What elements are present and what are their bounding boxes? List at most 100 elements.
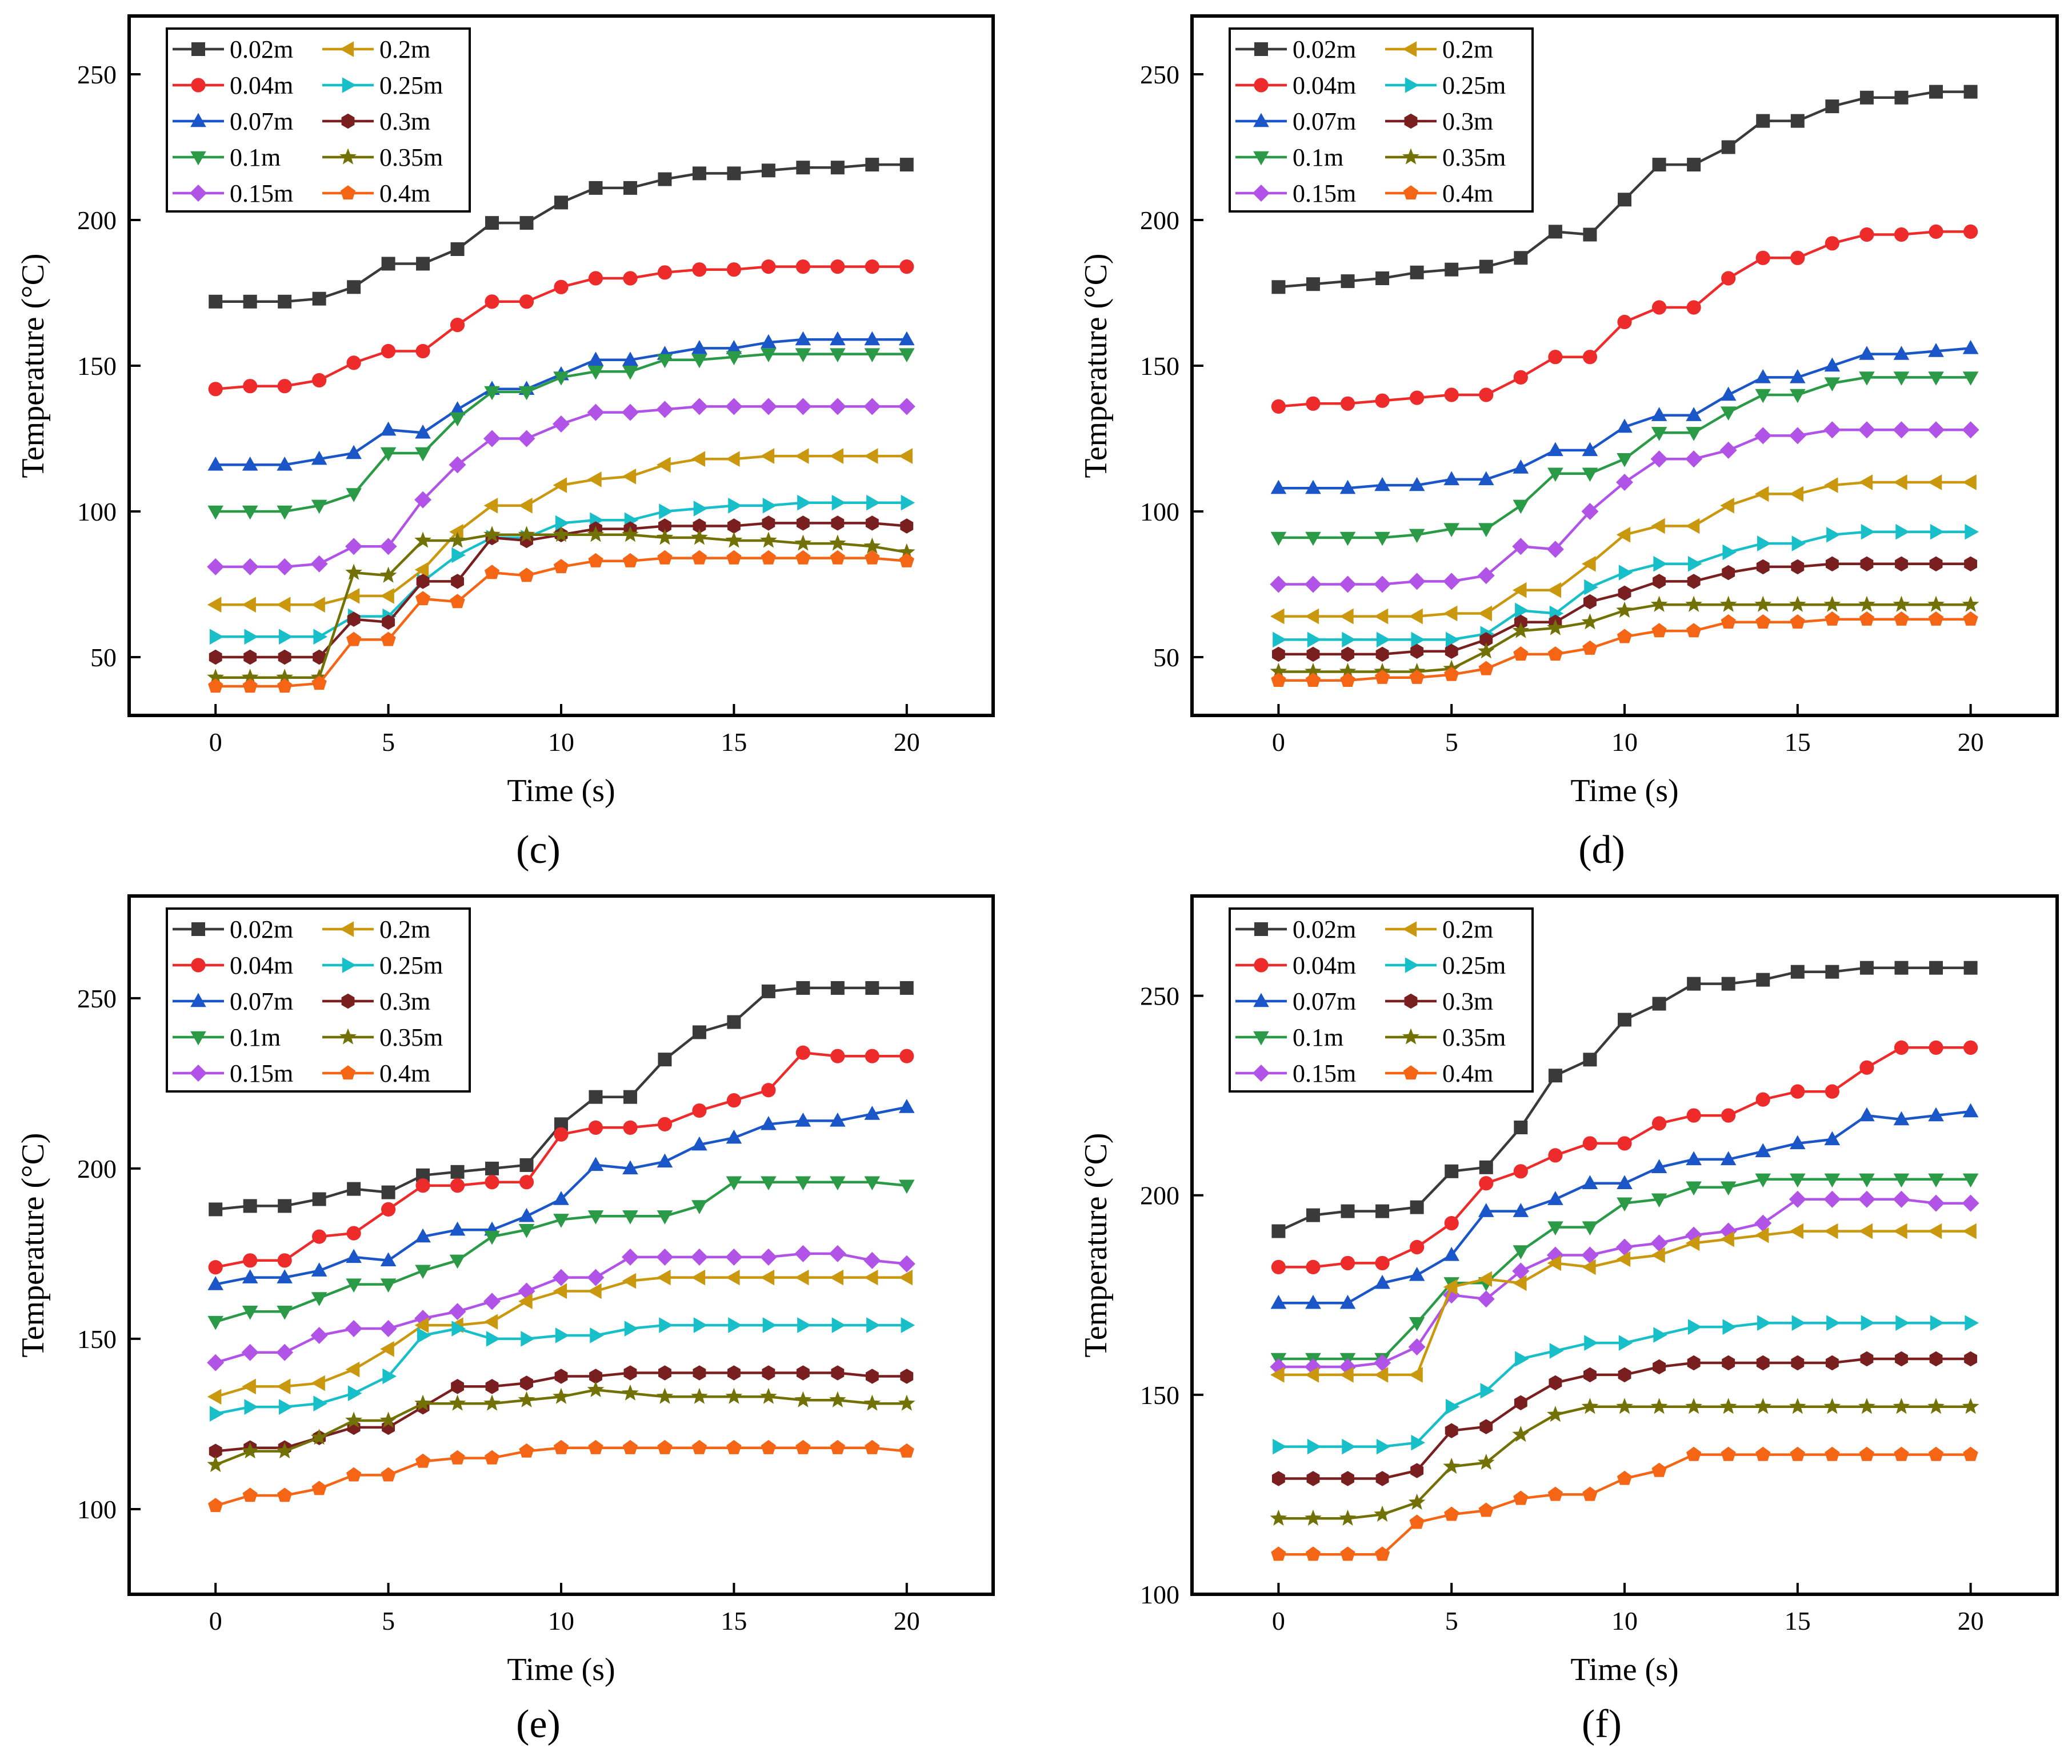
- data-point: [484, 1450, 500, 1465]
- data-point: [519, 294, 534, 309]
- data-point: [1686, 300, 1701, 315]
- data-point: [1374, 1505, 1391, 1522]
- data-point: [1582, 556, 1596, 572]
- data-point: [380, 447, 397, 462]
- data-point: [623, 181, 637, 195]
- data-point: [312, 373, 327, 388]
- data-point: [1549, 1375, 1562, 1391]
- data-point: [208, 678, 223, 693]
- data-point: [1790, 250, 1805, 265]
- data-point: [311, 597, 325, 613]
- data-point: [242, 505, 258, 520]
- data-point: [553, 1214, 569, 1228]
- data-point: [899, 259, 914, 274]
- data-point: [1859, 371, 1875, 386]
- legend-label: 0.35m: [1442, 1023, 1506, 1051]
- data-point: [1305, 1546, 1321, 1561]
- data-point: [1930, 1315, 1945, 1331]
- data-point: [347, 280, 361, 294]
- data-point: [1512, 582, 1527, 598]
- data-point: [1618, 193, 1631, 207]
- data-point: [243, 294, 257, 309]
- legend-label: 0.15m: [1293, 1059, 1356, 1087]
- data-point: [278, 1199, 292, 1213]
- x-tick-label: 15: [1785, 727, 1811, 757]
- data-point: [518, 526, 535, 542]
- data-point: [658, 172, 672, 186]
- data-point: [1825, 1355, 1839, 1371]
- data-point: [1962, 1223, 1977, 1239]
- data-point: [726, 351, 742, 366]
- data-point: [1306, 1471, 1320, 1486]
- data-point: [1894, 90, 1909, 105]
- series-0.07m: [1270, 340, 1979, 494]
- data-point: [623, 1090, 637, 1104]
- data-point: [1722, 544, 1737, 561]
- data-point: [1273, 1438, 1287, 1455]
- data-point: [345, 1320, 363, 1338]
- data-point: [1340, 1255, 1355, 1271]
- data-point: [1756, 973, 1770, 987]
- data-point: [1893, 1111, 1910, 1126]
- data-point: [414, 531, 431, 548]
- data-point: [414, 1317, 429, 1333]
- legend-marker: [1402, 921, 1417, 937]
- data-point: [1339, 1367, 1354, 1383]
- data-point: [623, 1365, 637, 1381]
- data-point: [1479, 1160, 1493, 1174]
- data-point: [1755, 614, 1771, 629]
- legend-label: 0.07m: [1293, 107, 1356, 135]
- data-point: [381, 1185, 395, 1199]
- data-point: [1962, 371, 1979, 386]
- y-tick-label: 150: [1140, 1381, 1179, 1410]
- legend-marker: [339, 148, 357, 165]
- data-point: [311, 1481, 327, 1495]
- data-point: [207, 597, 222, 613]
- data-point: [657, 265, 673, 280]
- data-point: [1929, 224, 1943, 239]
- data-point: [795, 1439, 811, 1454]
- data-point: [761, 334, 777, 349]
- data-point: [1858, 474, 1873, 490]
- data-point: [658, 1053, 672, 1067]
- data-point: [277, 1253, 292, 1268]
- data-point: [587, 1210, 604, 1225]
- x-tick-label: 10: [1611, 727, 1638, 757]
- data-point: [1306, 1259, 1321, 1275]
- data-point: [1512, 1262, 1530, 1280]
- series-0.1m: [1270, 371, 1979, 546]
- data-point: [207, 457, 223, 471]
- data-point: [1409, 1367, 1423, 1383]
- data-point: [1374, 1354, 1391, 1371]
- data-point: [554, 1369, 568, 1384]
- legend-label: 0.4m: [1442, 179, 1493, 207]
- data-point: [1893, 371, 1910, 386]
- legend-marker: [1254, 42, 1268, 56]
- data-point: [1825, 556, 1839, 571]
- data-point: [381, 631, 396, 646]
- data-point: [518, 386, 535, 401]
- data-point: [588, 1120, 603, 1135]
- legend-marker: [340, 1065, 356, 1080]
- data-point: [1271, 1224, 1286, 1238]
- data-point: [1789, 1223, 1803, 1239]
- data-point: [1546, 541, 1564, 558]
- data-point: [1927, 1223, 1942, 1239]
- series-0.25m: [210, 1317, 915, 1422]
- data-point: [451, 1379, 464, 1394]
- series-0.04m: [208, 259, 914, 397]
- data-point: [1582, 1175, 1598, 1189]
- x-tick-label: 10: [1611, 1606, 1638, 1635]
- data-point: [207, 1276, 223, 1290]
- data-point: [1547, 1221, 1563, 1235]
- legend-marker: [190, 113, 206, 127]
- series-0.4m: [1271, 1446, 1978, 1561]
- data-point: [657, 1439, 673, 1454]
- data-point: [1478, 1203, 1494, 1217]
- legend-marker: [1254, 78, 1269, 93]
- legend: 0.02m 0.04m 0.07m 0.1m 0.15m 0.2m 0.25m 0.3m 0.3…: [1229, 27, 1534, 213]
- data-point: [241, 1442, 259, 1459]
- legend-marker: [339, 921, 354, 937]
- data-point: [623, 271, 638, 286]
- data-point: [1375, 393, 1390, 408]
